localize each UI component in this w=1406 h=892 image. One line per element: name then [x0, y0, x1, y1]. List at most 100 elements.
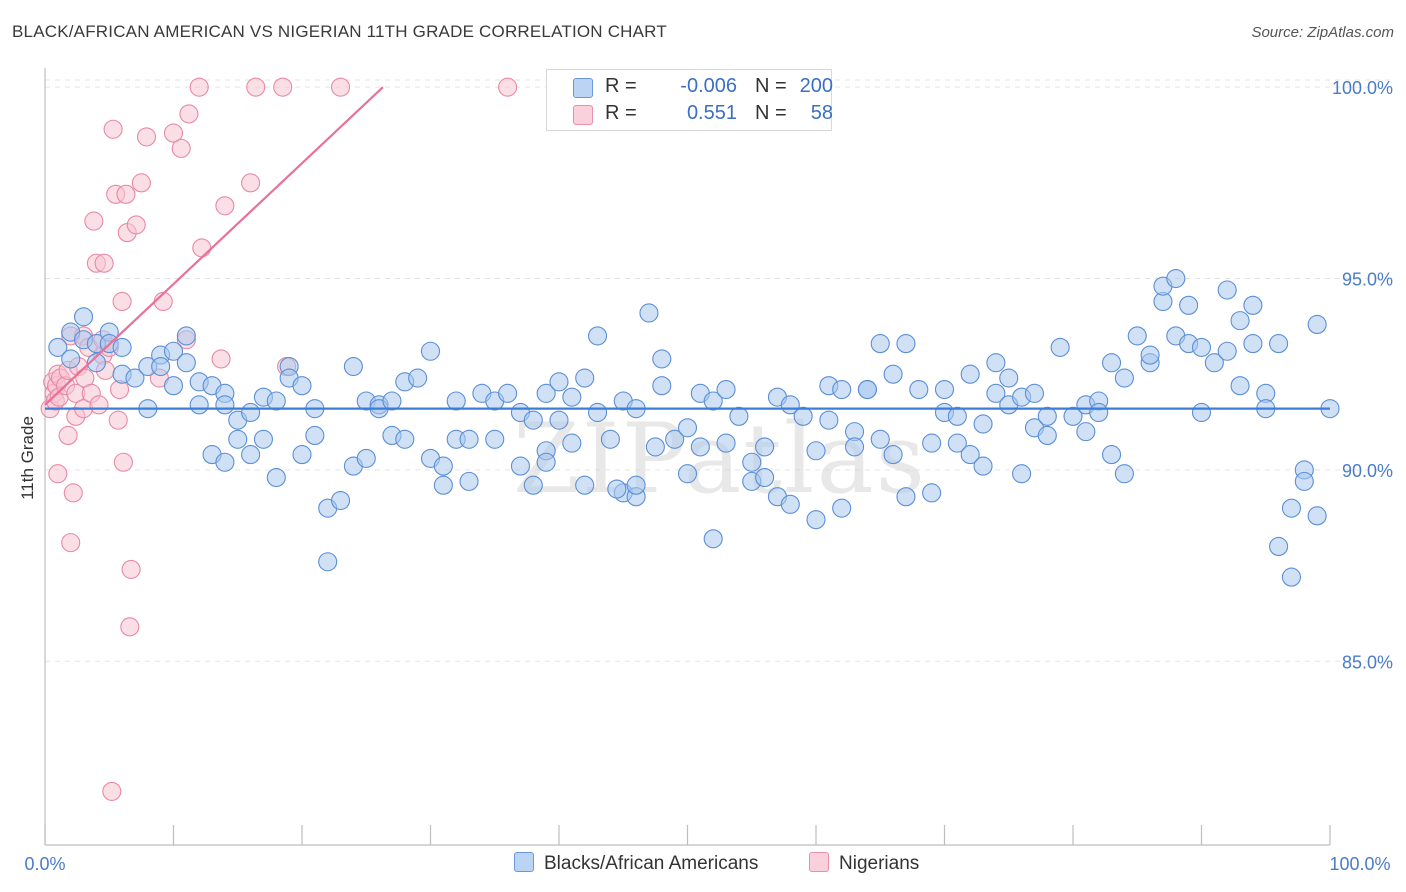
blacks-point — [716, 379, 736, 400]
blacks-point — [241, 402, 261, 423]
grid-lines — [45, 79, 1393, 662]
x-tick-label: 0.0% — [24, 854, 65, 874]
blacks-point — [523, 410, 543, 430]
nigerians-point — [116, 184, 136, 204]
nigerians-point — [273, 77, 293, 97]
blacks-point — [395, 429, 415, 449]
blacks-point — [459, 429, 479, 449]
legend-item-nigerians[interactable]: Nigerians — [809, 852, 919, 875]
r-value: -0.006 — [680, 75, 737, 97]
blacks-points — [48, 268, 1340, 587]
nigerians-point — [330, 77, 351, 97]
blacks-point — [343, 357, 363, 377]
blacks-point — [986, 353, 1006, 373]
blacks-point — [1037, 425, 1057, 445]
axes — [44, 68, 1331, 846]
y-axis-label: 11th Grade — [18, 416, 37, 500]
watermark: ZIPatlas — [513, 403, 927, 515]
blacks-point — [896, 334, 916, 354]
n-label: N = — [755, 102, 787, 124]
blacks-point — [163, 341, 184, 361]
blacks-point — [86, 353, 106, 373]
blue-legend-swatch — [514, 852, 534, 872]
blacks-point — [947, 433, 967, 453]
nigerians-point — [61, 533, 81, 553]
blacks-point — [1243, 334, 1263, 354]
blacks-point — [1127, 326, 1147, 346]
blacks-point — [266, 391, 286, 411]
blacks-point — [587, 326, 608, 346]
legend-label-nigerians: Nigerians — [839, 853, 920, 874]
blacks-point — [318, 552, 338, 572]
blacks-point — [587, 402, 608, 423]
stats-legend: R = -0.006 N = 200 R = 0.551 N = 58 — [546, 69, 833, 131]
blacks-point — [189, 395, 209, 415]
blacks-point — [536, 383, 556, 403]
blacks-point — [999, 368, 1019, 388]
r-label: R = — [605, 75, 637, 97]
blacks-point — [215, 452, 235, 472]
blacks-point — [960, 364, 980, 384]
blue-swatch — [573, 78, 593, 98]
blacks-point — [1191, 402, 1212, 423]
nigerians-point — [179, 104, 199, 124]
n-value: 200 — [799, 75, 833, 97]
nigerians-point — [136, 127, 157, 147]
blacks-point — [305, 425, 325, 445]
blacks-point — [1024, 383, 1044, 403]
nigerians-point — [192, 238, 212, 258]
blacks-point — [1281, 498, 1301, 518]
blacks-point — [896, 487, 916, 507]
blacks-point — [1269, 334, 1289, 354]
nigerians-point — [89, 395, 109, 415]
blacks-point — [523, 475, 543, 495]
blacks-point — [176, 353, 196, 373]
blacks-point — [1166, 268, 1186, 289]
y-tick-label: 100.0% — [1332, 78, 1393, 98]
blacks-point — [806, 510, 826, 530]
blacks-point — [934, 379, 955, 400]
blacks-point — [1037, 406, 1057, 426]
nigerians-point — [131, 173, 151, 193]
blacks-point — [677, 418, 698, 438]
blacks-point — [909, 379, 929, 400]
blacks-point — [228, 429, 248, 449]
blacks-point — [870, 334, 890, 354]
blacks-point — [652, 376, 672, 396]
n-value: 58 — [810, 102, 833, 124]
legend-item-blacks[interactable]: Blacks/African Americans — [514, 852, 758, 875]
blacks-point — [703, 391, 723, 411]
blacks-point — [1217, 341, 1237, 361]
blacks-point — [215, 395, 235, 415]
blacks-point — [536, 452, 556, 472]
blacks-point — [151, 357, 171, 377]
blacks-point — [832, 498, 852, 518]
blacks-point — [459, 471, 479, 491]
nigerians-point — [63, 483, 83, 503]
nigerians-point — [211, 349, 231, 369]
blacks-point — [485, 429, 505, 449]
nigerians-point — [113, 452, 133, 472]
blacks-point — [857, 379, 877, 400]
pink-swatch — [573, 105, 593, 125]
blacks-point — [677, 464, 698, 484]
x-tick-label: 100.0% — [1329, 854, 1390, 874]
blacks-point — [819, 410, 839, 430]
blacks-point — [1230, 376, 1250, 396]
blacks-point — [844, 437, 865, 457]
blacks-point — [973, 456, 993, 476]
y-tick-label: 90.0% — [1342, 461, 1393, 481]
nigerians-point — [94, 253, 114, 273]
nigerians-point — [48, 464, 68, 484]
blacks-point — [645, 437, 665, 457]
blacks-point — [125, 368, 145, 388]
source-credit: Source: ZipAtlas.com — [1251, 24, 1394, 41]
blacks-point — [1217, 280, 1237, 300]
blacks-point — [1114, 464, 1134, 484]
tick-labels: 85.0% 90.0% 95.0% 100.0% 0.0% 100.0% — [24, 78, 1393, 874]
blacks-point — [755, 437, 775, 457]
y-tick-label: 95.0% — [1342, 270, 1393, 290]
blacks-point — [607, 479, 627, 499]
blacks-point — [922, 433, 942, 453]
blacks-point — [1281, 567, 1301, 587]
